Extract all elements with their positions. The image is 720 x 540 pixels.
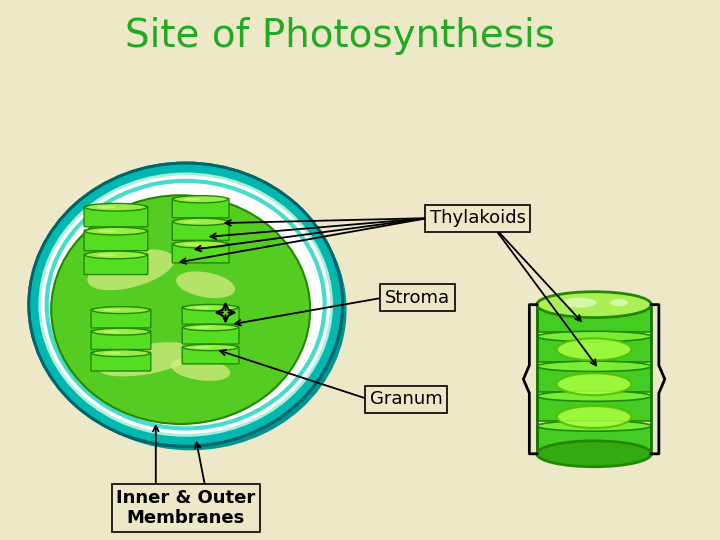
FancyBboxPatch shape: [172, 221, 229, 240]
Bar: [537, 305, 652, 454]
Ellipse shape: [174, 195, 228, 203]
FancyBboxPatch shape: [182, 327, 239, 344]
Ellipse shape: [92, 307, 150, 314]
Ellipse shape: [537, 391, 652, 401]
FancyBboxPatch shape: [91, 352, 150, 371]
Text: Thylakoids: Thylakoids: [430, 209, 526, 227]
Ellipse shape: [537, 292, 652, 318]
Ellipse shape: [174, 218, 228, 225]
Ellipse shape: [37, 171, 345, 448]
Ellipse shape: [41, 175, 341, 444]
Ellipse shape: [42, 176, 340, 443]
Bar: [537, 426, 652, 451]
Text: Inner & Outer
Membranes: Inner & Outer Membranes: [116, 489, 256, 528]
Ellipse shape: [104, 330, 121, 333]
Bar: [537, 307, 652, 332]
Ellipse shape: [171, 357, 230, 381]
Ellipse shape: [184, 198, 201, 200]
Ellipse shape: [194, 306, 210, 309]
FancyBboxPatch shape: [84, 254, 148, 274]
Ellipse shape: [183, 344, 238, 350]
Ellipse shape: [537, 441, 652, 467]
Ellipse shape: [194, 346, 210, 349]
Bar: [537, 336, 652, 362]
Ellipse shape: [537, 421, 652, 431]
Ellipse shape: [97, 206, 116, 208]
Ellipse shape: [176, 272, 235, 298]
Ellipse shape: [184, 243, 201, 246]
Ellipse shape: [85, 251, 147, 259]
Ellipse shape: [36, 170, 346, 449]
FancyBboxPatch shape: [91, 330, 150, 349]
Ellipse shape: [92, 350, 150, 356]
Ellipse shape: [184, 220, 201, 223]
FancyBboxPatch shape: [84, 206, 148, 227]
Bar: [537, 396, 652, 422]
FancyBboxPatch shape: [182, 347, 239, 364]
Ellipse shape: [183, 325, 238, 330]
Bar: [537, 366, 652, 391]
Ellipse shape: [51, 195, 310, 424]
Ellipse shape: [85, 227, 147, 235]
Text: Site of Photosynthesis: Site of Photosynthesis: [125, 17, 555, 55]
Ellipse shape: [35, 169, 346, 450]
Text: Granum: Granum: [370, 390, 443, 408]
Ellipse shape: [39, 173, 343, 447]
Ellipse shape: [194, 326, 210, 329]
Ellipse shape: [557, 373, 631, 395]
Ellipse shape: [174, 241, 228, 248]
Ellipse shape: [537, 331, 652, 342]
Ellipse shape: [37, 172, 343, 447]
Ellipse shape: [87, 249, 174, 291]
Ellipse shape: [557, 406, 631, 428]
Ellipse shape: [183, 305, 238, 311]
FancyBboxPatch shape: [84, 230, 148, 251]
FancyBboxPatch shape: [182, 307, 239, 324]
Ellipse shape: [537, 361, 652, 372]
FancyBboxPatch shape: [91, 309, 150, 328]
Ellipse shape: [610, 299, 628, 306]
FancyBboxPatch shape: [172, 198, 229, 218]
Text: Stroma: Stroma: [385, 289, 450, 307]
Ellipse shape: [92, 328, 150, 335]
Ellipse shape: [85, 204, 147, 211]
Ellipse shape: [97, 253, 116, 256]
Ellipse shape: [537, 301, 652, 312]
Ellipse shape: [29, 163, 343, 447]
Ellipse shape: [104, 352, 121, 354]
Ellipse shape: [104, 309, 121, 312]
Ellipse shape: [97, 230, 116, 233]
Ellipse shape: [96, 342, 195, 376]
Ellipse shape: [557, 339, 631, 360]
FancyBboxPatch shape: [172, 244, 229, 263]
Ellipse shape: [40, 174, 341, 445]
Ellipse shape: [562, 298, 597, 308]
Ellipse shape: [40, 174, 332, 435]
